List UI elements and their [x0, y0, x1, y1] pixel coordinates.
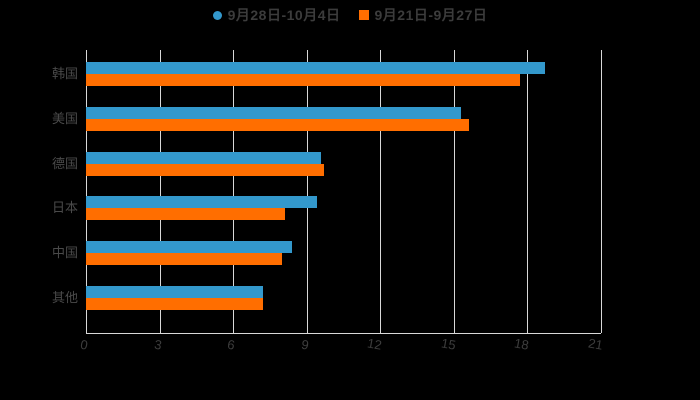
x-tick-label-6: 6 [226, 336, 237, 353]
bar-series-0-category-2 [86, 151, 322, 164]
x-tick-label-3: 3 [152, 336, 163, 353]
legend-square-marker-icon [358, 10, 369, 20]
y-category-label-4: 中国 [51, 245, 78, 261]
gridline-x-18 [527, 50, 529, 333]
gridline-x-12 [380, 50, 382, 333]
bar-series-0-category-4 [86, 241, 292, 254]
bar-series-1-category-0 [86, 74, 521, 86]
legend: 9月28日-10月4日 9月21日-9月27日 [0, 7, 700, 23]
gridline-x-0 [86, 50, 87, 333]
bar-series-0-category-1 [86, 106, 462, 119]
y-category-label-2: 德国 [51, 155, 78, 171]
bar-series-1-category-4 [86, 253, 283, 266]
legend-item-week-sep21-sep27[interactable]: 9月21日-9月27日 [358, 7, 488, 23]
plot-area [86, 50, 602, 334]
x-tick-label-0: 0 [79, 336, 89, 353]
gridline-x-3 [159, 50, 161, 333]
gridline-x-21 [601, 50, 602, 333]
x-tick-label-12: 12 [366, 335, 384, 353]
bar-series-0-category-5 [86, 286, 263, 298]
x-tick-label-21: 21 [587, 335, 604, 353]
bar-series-1-category-2 [86, 163, 324, 176]
legend-label: 9月21日-9月27日 [374, 7, 488, 23]
y-category-label-0: 韩国 [51, 66, 78, 81]
gridline-x-9 [306, 50, 308, 333]
x-tick-label-15: 15 [439, 335, 457, 353]
bar-series-0-category-3 [86, 196, 317, 209]
bar-series-0-category-0 [86, 62, 545, 74]
y-category-label-5: 其他 [51, 290, 78, 305]
y-category-label-1: 美国 [51, 110, 78, 126]
bar-series-1-category-1 [86, 118, 469, 131]
x-tick-label-18: 18 [513, 335, 531, 353]
bar-series-1-category-5 [86, 298, 263, 310]
legend-label: 9月28日-10月4日 [227, 7, 341, 23]
legend-item-week-sep28-oct4[interactable]: 9月28日-10月4日 [212, 7, 341, 23]
x-tick-label-9: 9 [299, 336, 310, 353]
bar-series-1-category-3 [86, 208, 285, 221]
gridline-x-15 [453, 50, 455, 333]
gridline-x-6 [233, 50, 235, 333]
legend-circle-marker-icon [212, 10, 222, 20]
y-category-label-3: 日本 [51, 200, 78, 216]
